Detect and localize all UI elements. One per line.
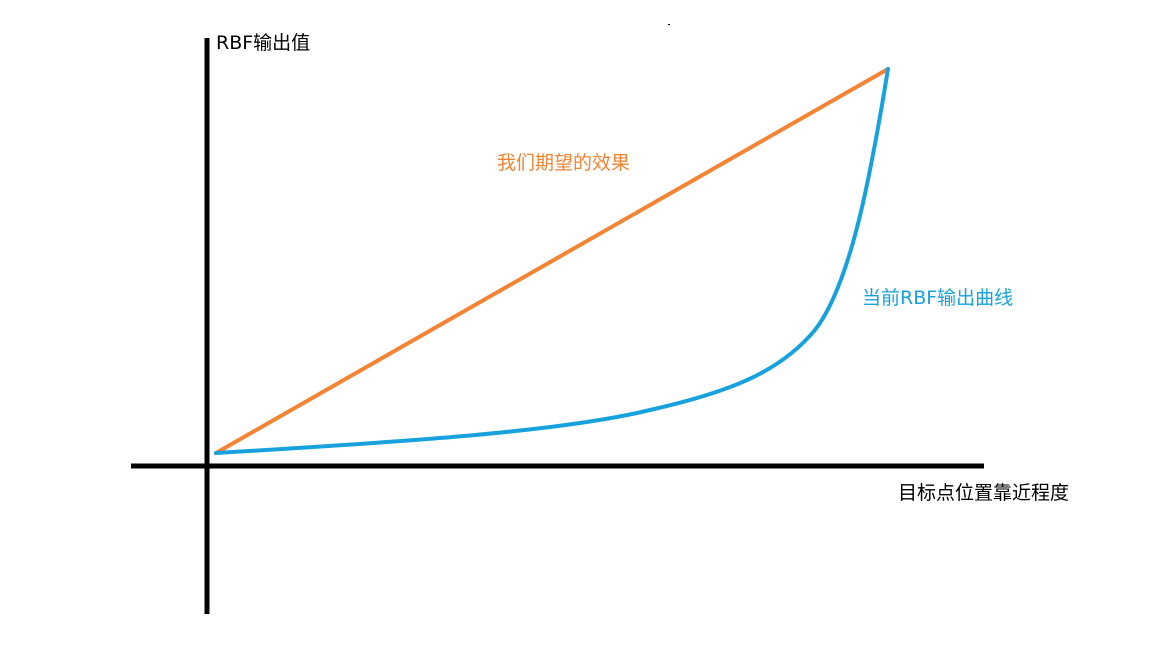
current-rbf-curve: [214, 67, 890, 455]
y-axis-label: RBF输出值: [216, 32, 311, 54]
desired-effect-line: [214, 67, 890, 455]
current-curve-label: 当前RBF输出曲线: [862, 287, 1014, 309]
desired-curve-label: 我们期望的效果: [497, 152, 631, 174]
x-axis-label: 目标点位置靠近程度: [898, 482, 1070, 504]
stray-mark: [668, 24, 670, 25]
